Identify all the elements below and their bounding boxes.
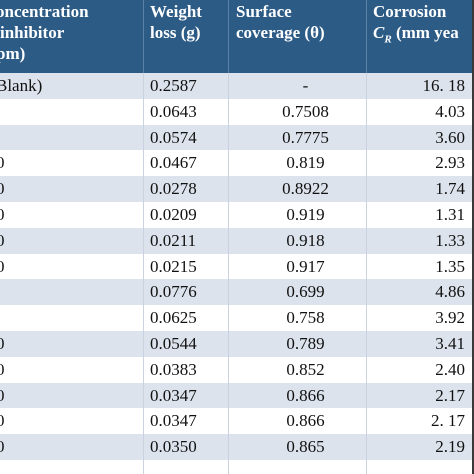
concentration-cell: 0 — [0, 333, 5, 353]
header-concentration: oncentration inhibitor pm) — [0, 1, 89, 64]
header-concentration-line3: pm) — [0, 44, 26, 63]
header-surface-coverage: Surface coverage (θ) — [236, 1, 325, 43]
header-corrosion-rate: Corrosion CR (mm yea — [373, 1, 459, 46]
weight-loss-cell: 0.0347 — [150, 411, 197, 431]
corrosion-rate-cell: 2.19 — [435, 437, 465, 457]
weight-loss-cell: 0.0350 — [150, 437, 197, 457]
column-divider — [366, 73, 367, 474]
weight-loss-cell: 0.0347 — [150, 385, 197, 405]
header-concentration-line1: oncentration — [0, 2, 89, 21]
weight-loss-cell: 0.0643 — [150, 101, 197, 121]
corrosion-rate-cell: 4.03 — [435, 101, 465, 121]
concentration-cell: 0 — [0, 204, 5, 224]
table-row: 0.0776 0.699 4.86 — [0, 279, 474, 306]
header-cr-unit: (mm yea — [391, 23, 459, 42]
surface-coverage-cell: 0.918 — [286, 230, 325, 250]
weight-loss-cell: 0.0625 — [150, 308, 197, 328]
surface-coverage-cell: 0.758 — [286, 308, 325, 328]
header-divider — [228, 0, 229, 73]
concentration-cell: Blank) — [0, 76, 43, 95]
concentration-cell: 0 — [0, 411, 5, 431]
weight-loss-cell: 0.0211 — [150, 230, 197, 250]
table-row: 0 0.0211 0.918 1.33 — [0, 227, 474, 254]
surface-coverage-cell: 0.866 — [286, 411, 325, 431]
weight-loss-cell: 0.0209 — [150, 204, 197, 224]
corrosion-rate-cell: 3.60 — [435, 127, 465, 147]
header-cr-symbol: C — [373, 23, 385, 42]
header-weight-line2: loss (g) — [150, 23, 201, 42]
column-divider — [228, 73, 229, 474]
column-divider — [143, 73, 144, 474]
surface-coverage-cell: 0.852 — [286, 359, 325, 379]
concentration-cell: 0 — [0, 230, 5, 250]
corrosion-rate-cell: 4.86 — [435, 282, 465, 302]
table-row: 0 0.0215 0.917 1.35 — [0, 253, 474, 280]
corrosion-rate-cell: 1.35 — [435, 256, 465, 276]
table-row: 0 0.0383 0.852 2.40 — [0, 356, 474, 383]
table-row: Blank) 0.2587 - 16. 18 — [0, 73, 474, 99]
weight-loss-cell: 0.0574 — [150, 127, 197, 147]
weight-loss-cell: 0.0383 — [150, 359, 197, 379]
surface-coverage-cell: 0.919 — [286, 204, 325, 224]
table-row: 0.0574 0.7775 3.60 — [0, 124, 474, 151]
weight-loss-cell: 0.2587 — [150, 76, 197, 95]
table-row: 0 0.0347 0.866 2.17 — [0, 382, 474, 409]
surface-coverage-cell: 0.7508 — [282, 101, 329, 121]
corrosion-rate-cell: 16. 18 — [422, 76, 466, 95]
table-row: 0 0.0544 0.789 3.41 — [0, 330, 474, 357]
table-row: 0.0643 0.7508 4.03 — [0, 98, 474, 125]
corrosion-rate-cell: 2.93 — [435, 153, 465, 173]
surface-coverage-cell: 0.789 — [286, 333, 325, 353]
header-weight-loss: Weight loss (g) — [150, 1, 202, 43]
table-row: 0 0.0350 0.865 2.19 — [0, 434, 474, 460]
weight-loss-cell: 0.0544 — [150, 333, 197, 353]
surface-coverage-cell: - — [302, 76, 309, 95]
weight-loss-cell: 0.0278 — [150, 179, 197, 199]
table-body: Blank) 0.2587 - 16. 18 0.0643 0.7508 4.03 0.057… — [0, 73, 474, 460]
table-row: 0.0625 0.758 3.92 — [0, 305, 474, 331]
corrosion-rate-cell: 2.40 — [435, 359, 465, 379]
surface-coverage-cell: 0.917 — [286, 256, 325, 276]
concentration-cell: 0 — [0, 153, 5, 173]
concentration-cell: 0 — [0, 437, 5, 457]
header-coverage-line1: Surface — [236, 2, 292, 21]
corrosion-rate-cell: 1.74 — [435, 179, 465, 199]
corrosion-rate-cell: 1.31 — [435, 204, 465, 224]
surface-coverage-cell: 0.819 — [286, 153, 325, 173]
header-corrosion-line1: Corrosion — [373, 2, 447, 21]
right-edge-border — [472, 0, 474, 474]
table-row: 0 0.0209 0.919 1.31 — [0, 201, 474, 228]
surface-coverage-cell: 0.7775 — [282, 127, 329, 147]
table-row: 0 0.0347 0.866 2. 17 — [0, 408, 474, 435]
header-corrosion-line2: CR (mm yea — [373, 22, 459, 46]
weight-loss-cell: 0.0215 — [150, 256, 197, 276]
header-divider — [143, 0, 144, 73]
corrosion-rate-cell: 3.41 — [435, 333, 465, 353]
header-concentration-line2: inhibitor — [0, 23, 65, 42]
weight-loss-cell: 0.0467 — [150, 153, 197, 173]
corrosion-rate-cell: 3.92 — [435, 308, 465, 328]
table-row: 0 0.0278 0.8922 1.74 — [0, 176, 474, 202]
surface-coverage-cell: 0.866 — [286, 385, 325, 405]
corrosion-rate-cell: 2.17 — [435, 385, 465, 405]
header-cr-subscript: R — [384, 33, 392, 46]
corrosion-rate-cell: 2. 17 — [431, 411, 465, 431]
concentration-cell: 0 — [0, 359, 5, 379]
concentration-cell: 0 — [0, 179, 5, 199]
weight-loss-cell: 0.0776 — [150, 282, 197, 302]
concentration-cell: 0 — [0, 256, 5, 276]
surface-coverage-cell: 0.699 — [286, 282, 325, 302]
surface-coverage-cell: 0.865 — [286, 437, 325, 457]
header-coverage-line2: coverage (θ) — [236, 23, 325, 42]
corrosion-rate-cell: 1.33 — [435, 230, 465, 250]
surface-coverage-cell: 0.8922 — [282, 179, 329, 199]
header-weight-line1: Weight — [150, 2, 202, 21]
table-header: oncentration inhibitor pm) Weight loss (… — [0, 0, 474, 73]
header-divider — [366, 0, 367, 73]
table-row: 0 0.0467 0.819 2.93 — [0, 150, 474, 177]
concentration-cell: 0 — [0, 385, 5, 405]
